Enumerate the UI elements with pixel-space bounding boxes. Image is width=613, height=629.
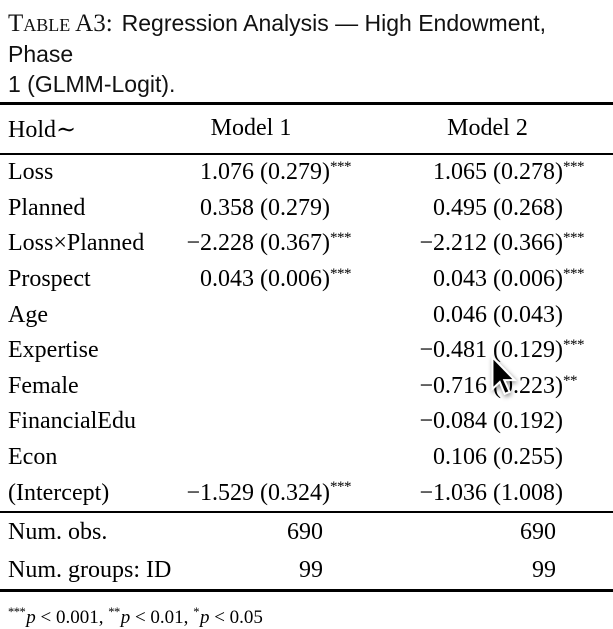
model-1-value: −1.529 (0.324) [186,479,330,506]
table-row: Age 0.046 (0.043) [0,297,613,333]
model-1-value: 690 [287,518,323,545]
model-1-significance-stars: *** [330,265,352,282]
row-label: FinancialEdu [8,408,136,435]
model-1-significance-stars: *** [330,159,352,175]
model-1-significance-stars [330,440,356,445]
table-row: Num. groups: ID 99 99 [0,551,613,589]
threshold: < 0.01, [130,607,194,629]
model-2-value: 1.065 (0.278) [433,159,563,186]
model-2-significance-stars [563,475,590,480]
header-rule [0,153,613,155]
column-header-model-2: Model 2 [447,115,528,141]
caption-line-2: 1 (GLMM-Logit). [8,71,176,97]
column-header-dependent-variable: Hold∼ [8,117,77,143]
table-caption: Table A3: Regression Analysis — High Endo… [0,0,613,99]
row-label: Econ [8,444,58,471]
model-2-significance-stars [563,404,590,409]
model-2-value: −0.481 (0.129) [419,337,563,364]
significance-entry: *p < 0.05 [193,605,263,629]
model-2-value: −0.716 (0.223) [419,372,563,399]
table-number-label: Table A3: [8,10,113,37]
threshold: < 0.001, [35,607,109,629]
table-row: (Intercept) −1.529 (0.324) *** −1.036 (1… [0,475,613,511]
bottom-rule [0,589,613,593]
model-1-significance-stars [330,297,356,302]
model-1-significance-stars [330,369,356,374]
model-2-significance-stars [563,297,590,302]
model-2-value: −0.084 (0.192) [419,408,563,435]
model-2-significance-stars [563,440,590,445]
table-row: Econ 0.106 (0.255) [0,440,613,476]
model-2-significance-stars: *** [563,336,585,353]
row-label: Age [8,301,48,328]
model-2-value: 690 [520,518,556,545]
model-2-significance-stars [563,191,590,196]
midsection-rule [0,510,613,514]
table-row: FinancialEdu −0.084 (0.192) [0,404,613,440]
stars: ** [108,605,120,620]
goodness-of-fit-rows: Num. obs. 690 690 Num. groups: ID 99 99 [0,513,613,589]
p-symbol: p [26,607,36,629]
significance-entry: ***p < 0.001, [8,605,109,629]
model-2-value: 0.495 (0.268) [433,194,563,221]
model-1-value: −2.228 (0.367) [186,230,330,257]
model-2-significance-stars: ** [563,372,578,389]
model-1-value: 99 [299,556,323,583]
model-1-significance-stars [330,333,356,338]
table-header-row: Hold∼ Model 1 Model 2 [0,105,613,153]
table-row: Prospect 0.043 (0.006) *** 0.043 (0.006)… [0,262,613,298]
row-label: Expertise [8,337,99,364]
model-2-significance-stars: *** [563,265,585,282]
p-symbol: p [199,607,210,629]
model-2-value: −2.212 (0.366) [419,230,563,257]
table-row: Expertise −0.481 (0.129) *** [0,333,613,369]
coefficient-rows: Loss 1.076 (0.279) *** 1.065 (0.278) ***… [0,155,613,511]
row-label: Num. obs. [8,518,108,545]
model-1-significance-stars: *** [330,230,352,247]
model-2-value: 0.043 (0.006) [433,266,563,293]
table-row: Planned 0.358 (0.279) 0.495 (0.268) [0,191,613,227]
model-2-value: −1.036 (1.008) [419,479,563,506]
table-row: Loss×Planned −2.228 (0.367) *** −2.212 (… [0,226,613,262]
row-label: Prospect [8,266,91,293]
column-header-model-1: Model 1 [210,115,292,141]
top-rule [0,102,613,105]
model-1-value: 0.043 (0.006) [200,266,330,293]
model-1-value: 0.358 (0.279) [200,194,330,221]
stars: *** [8,605,26,620]
model-2-value: 0.046 (0.043) [433,301,563,328]
model-1-significance-stars [330,191,356,196]
model-2-value: 99 [532,556,556,583]
model-1-significance-stars: *** [330,479,352,496]
significance-entry: **p < 0.01, [108,605,194,629]
row-label: Loss [8,159,54,186]
model-2-value: 0.106 (0.255) [433,444,563,471]
table-row: Loss 1.076 (0.279) *** 1.065 (0.278) *** [0,155,613,191]
model-1-significance-stars [330,404,356,409]
threshold: < 0.05 [209,607,263,629]
table-row: Female −0.716 (0.223) ** [0,369,613,405]
caption-line-1: Table A3: Regression Analysis — High Endo… [8,8,607,69]
row-label: Loss×Planned [8,230,145,257]
model-1-value: 1.076 (0.279) [200,159,330,186]
p-symbol: p [120,607,131,629]
row-label: Num. groups: ID [8,556,172,583]
table-row: Num. obs. 690 690 [0,513,613,551]
model-2-significance-stars: *** [563,159,585,175]
row-label: (Intercept) [8,479,110,506]
row-label: Female [8,372,79,399]
model-2-significance-stars: *** [563,230,585,247]
row-label: Planned [8,194,86,221]
caption-text: Regression Analysis — High Endowment, Ph… [8,10,547,67]
